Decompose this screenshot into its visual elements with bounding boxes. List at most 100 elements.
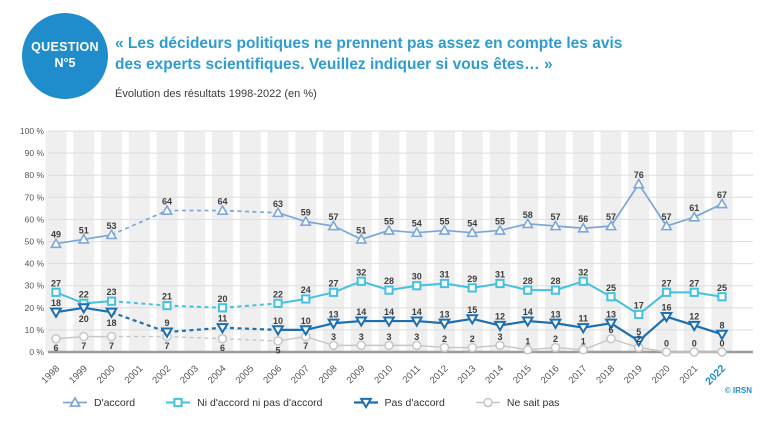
y-tick-label: 70 % [25,192,45,202]
y-tick-label: 60 % [25,214,45,224]
x-tick-label: 2010 [372,363,395,386]
value-label: 7 [109,341,114,351]
value-label: 27 [51,278,61,288]
value-label: 28 [523,276,533,286]
legend-label: Ne sait pas [506,396,560,409]
value-label: 0 [664,339,669,349]
x-tick-label: 2006 [261,363,284,386]
value-label: 10 [273,316,283,326]
legend-item: Ne sait pas [475,396,560,409]
x-tick-label: 2000 [95,363,118,386]
value-label: 1 [525,336,530,346]
value-label: 49 [51,230,61,240]
value-label: 57 [606,212,616,222]
value-label: 59 [301,208,311,218]
gridlines: 0 % 10 % 20 % 30 % 40 % 50 % 60 % 70 % 80 % 90 % 1… [20,126,753,357]
x-tick-label: 2011 [401,363,423,385]
y-tick-label: 40 % [25,259,45,269]
series-triangle-up [50,177,728,249]
value-label: 2 [636,334,641,344]
legend-label: Pas d'accord [384,396,445,409]
x-tick-label: 1999 [67,363,90,386]
value-label: 55 [495,216,505,226]
value-label: 23 [106,287,116,297]
chart-area: 0 % 10 % 20 % 30 % 40 % 50 % 60 % 70 % 80 % 90 % 1… [0,118,768,388]
value-label: 15 [467,305,477,315]
series-square [51,276,727,320]
value-label: 53 [106,221,116,231]
value-label: 31 [495,269,505,279]
value-label: 27 [689,278,699,288]
value-label: 51 [356,225,366,235]
triangle-down-icon [353,397,378,409]
value-label: 76 [634,170,644,180]
y-tick-label: 80 % [25,170,45,180]
circle-icon [475,397,500,408]
chart-legend: D'accord Ni d'accord ni pas d'accord Pas d… [62,396,559,409]
y-tick-label: 50 % [25,237,45,247]
value-label: 30 [412,272,422,282]
x-tick-label: 2002 [150,363,173,386]
value-label: 13 [328,309,338,319]
value-label: 13 [550,309,560,319]
value-label: 11 [578,314,588,324]
value-label: 20 [217,294,227,304]
x-tick-label: 2017 [567,363,590,386]
value-label: 32 [578,267,588,277]
x-tick-label: 2008 [317,363,340,386]
chart-subtitle: Évolution des résultats 1998-2022 (en %) [115,88,317,100]
x-tick-label: 2012 [428,363,451,386]
value-label: 14 [356,307,366,317]
value-label: 2 [553,334,558,344]
x-tick-label: 2020 [650,363,673,386]
series-triangle-down [49,303,729,348]
legend-item: Pas d'accord [353,396,445,409]
value-label: 9 [164,318,169,328]
x-tick-label: 2021 [678,363,701,386]
value-label: 28 [550,276,560,286]
value-label: 51 [79,225,89,235]
value-label: 12 [689,311,699,321]
y-tick-label: 100 % [20,126,45,136]
value-label: 27 [328,278,338,288]
value-label: 27 [661,278,671,288]
value-label: 22 [273,289,283,299]
value-label: 8 [719,320,724,330]
y-tick-label: 0 % [29,347,44,357]
x-tick-label: 2009 [345,363,368,386]
value-label: 21 [162,292,172,302]
value-label: 6 [220,343,225,353]
value-label: 67 [717,190,727,200]
value-label: 63 [273,199,283,209]
badge-line2: N°5 [54,56,76,70]
series-circle [51,331,727,357]
value-label: 3 [359,332,364,342]
value-label: 6 [608,325,613,335]
square-icon [166,397,191,408]
value-label: 58 [523,210,533,220]
value-label: 5 [636,327,641,337]
value-label: 25 [717,283,727,293]
value-label: 64 [217,197,227,207]
value-label: 25 [606,283,616,293]
value-label: 11 [218,314,228,324]
value-label: 3 [331,332,336,342]
value-label: 56 [578,214,588,224]
value-label: 3 [386,332,391,342]
value-label: 20 [79,314,89,324]
x-tick-labels: 1998 1999 2000 2001 2002 2003 2004 2005 2006 2007… [39,363,728,388]
value-label: 57 [550,212,560,222]
question-number-badge: QUESTION N°5 [22,13,108,99]
question-title: « Les décideurs politiques ne prennent p… [115,33,740,75]
x-tick-label: 2015 [511,363,534,386]
value-label: 13 [439,309,449,319]
y-tick-label: 30 % [25,281,45,291]
x-tick-label: 1998 [39,363,62,386]
value-label: 64 [162,197,172,207]
evolution-line-chart: 0 % 10 % 20 % 30 % 40 % 50 % 60 % 70 % 80 % 90 % 1… [20,126,753,388]
badge-line1: QUESTION [31,40,99,55]
value-label: 29 [467,274,477,284]
y-tick-label: 10 % [25,325,45,335]
x-tick-label: 2014 [483,363,506,386]
